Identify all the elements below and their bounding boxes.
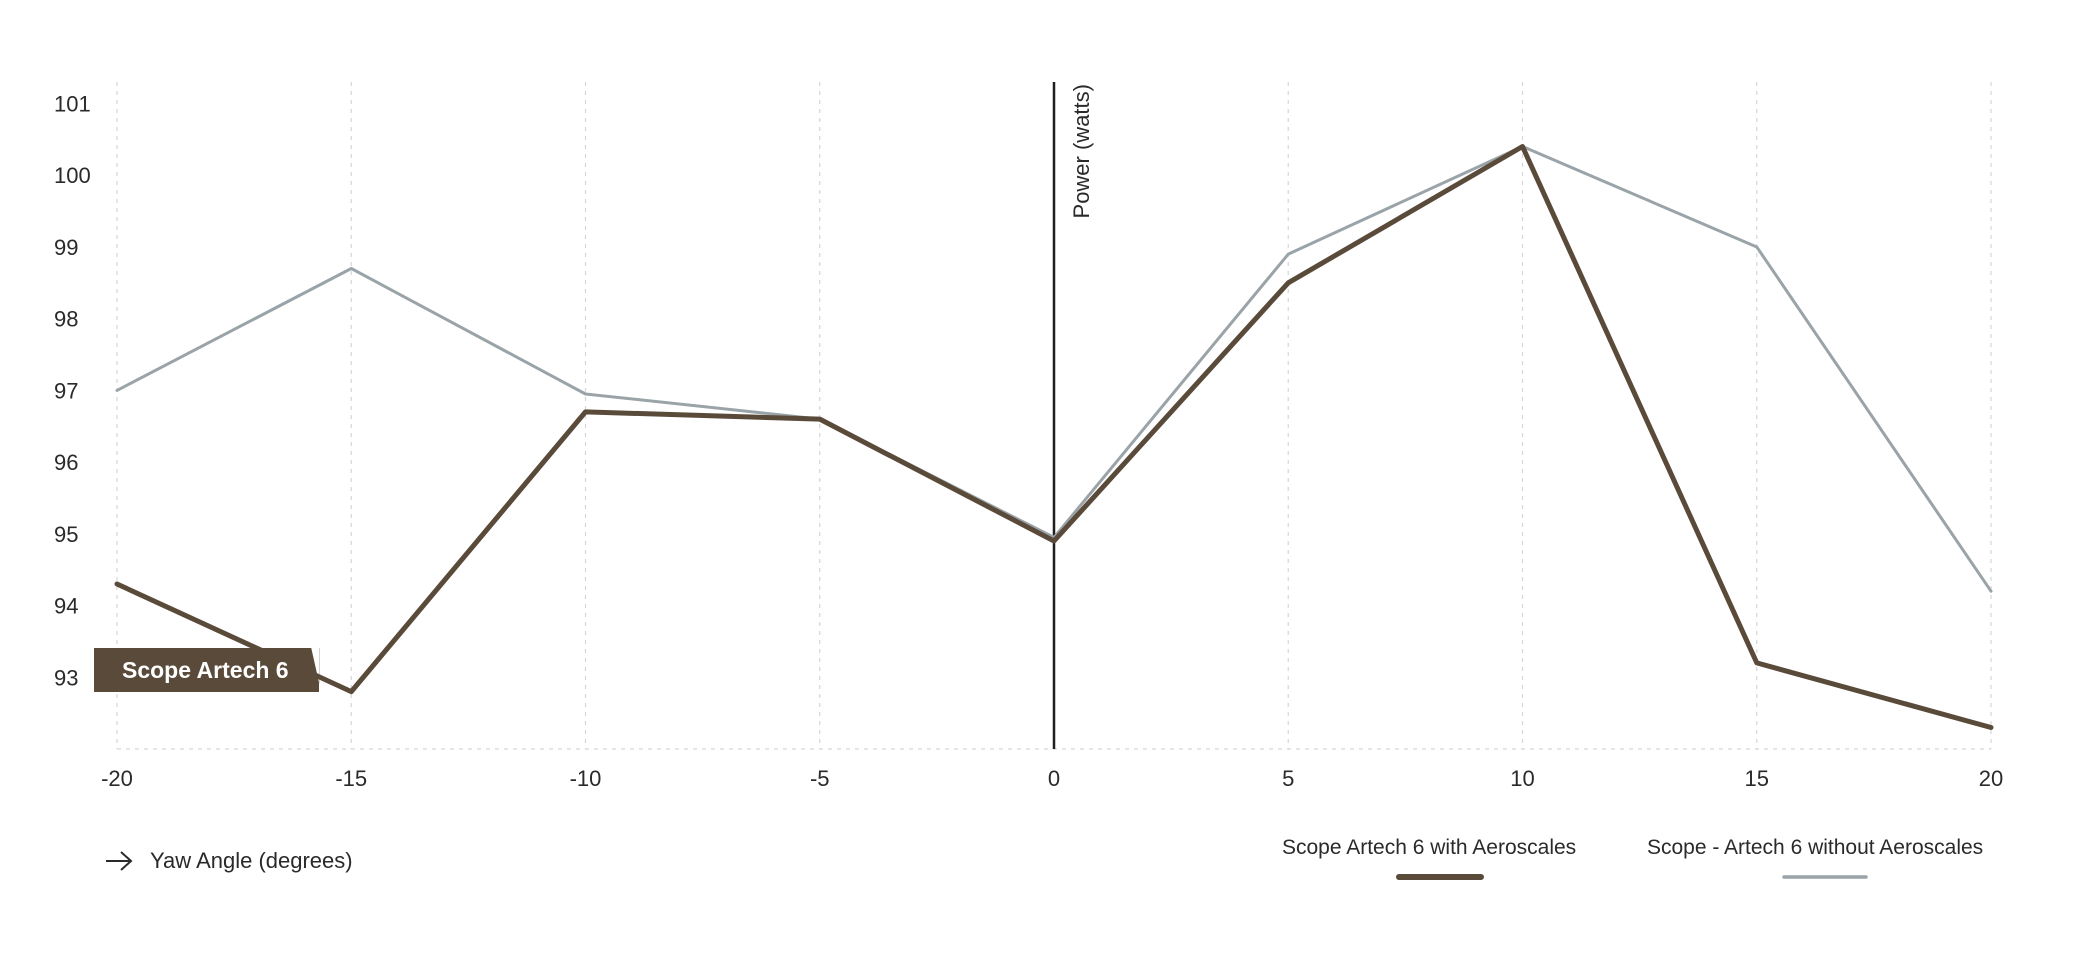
x-tick-label: -5 (810, 766, 830, 791)
data-point (116, 583, 118, 585)
data-point (350, 691, 352, 693)
data-point (585, 393, 586, 395)
x-axis-ticks: -20 -15 -10 -5 0 5 10 15 20 (101, 766, 2003, 791)
y-tick-label: 95 (54, 522, 78, 547)
data-point (819, 418, 821, 420)
legend-label-1: Scope Artech 6 with Aeroscales (1282, 836, 1576, 859)
x-tick-label: 20 (1979, 766, 2003, 791)
data-point (116, 389, 118, 391)
y-tick-label: 98 (54, 307, 78, 332)
data-point (1522, 146, 1523, 148)
series-lines (114, 144, 1994, 730)
y-tick-label: 97 (54, 378, 78, 403)
annotation-label: Scope Artech 6 (122, 657, 289, 683)
y-axis-ticks: 93 94 95 96 97 98 99 100 101 (54, 92, 91, 691)
y-tick-label: 93 (54, 665, 78, 690)
data-point (1756, 246, 1758, 248)
x-tick-label: 10 (1510, 766, 1534, 791)
data-point (1287, 253, 1289, 255)
y-tick-label: 100 (54, 163, 91, 188)
data-point (1990, 726, 1992, 728)
data-point (1756, 662, 1758, 664)
x-axis-title-group: Yaw Angle (degrees) (106, 848, 353, 873)
legend: Scope Artech 6 with Aeroscales Scope - Ar… (1282, 836, 1983, 880)
y-tick-label: 96 (54, 450, 78, 475)
legend-label-2: Scope - Artech 6 without Aeroscales (1647, 836, 1983, 859)
y-tick-label: 99 (54, 235, 78, 260)
data-point (1053, 540, 1055, 542)
x-tick-label: 15 (1745, 766, 1769, 791)
data-point (1990, 590, 1992, 592)
x-tick-label: 5 (1282, 766, 1294, 791)
x-tick-label: -15 (335, 766, 367, 791)
x-tick-label: 0 (1048, 766, 1060, 791)
x-axis-title: Yaw Angle (degrees) (150, 848, 353, 873)
x-tick-label: -20 (101, 766, 133, 791)
x-tick-label: -10 (570, 766, 602, 791)
arrow-right-icon (106, 851, 133, 871)
y-axis-title: Power (watts) (1069, 84, 1094, 218)
data-point (350, 267, 352, 269)
data-point (585, 411, 586, 413)
y-tick-label: 94 (54, 594, 78, 619)
data-point (1287, 282, 1289, 284)
annotation: Scope Artech 6 (94, 648, 320, 692)
annotation-callout-box (94, 648, 320, 692)
y-tick-label: 101 (54, 92, 91, 117)
